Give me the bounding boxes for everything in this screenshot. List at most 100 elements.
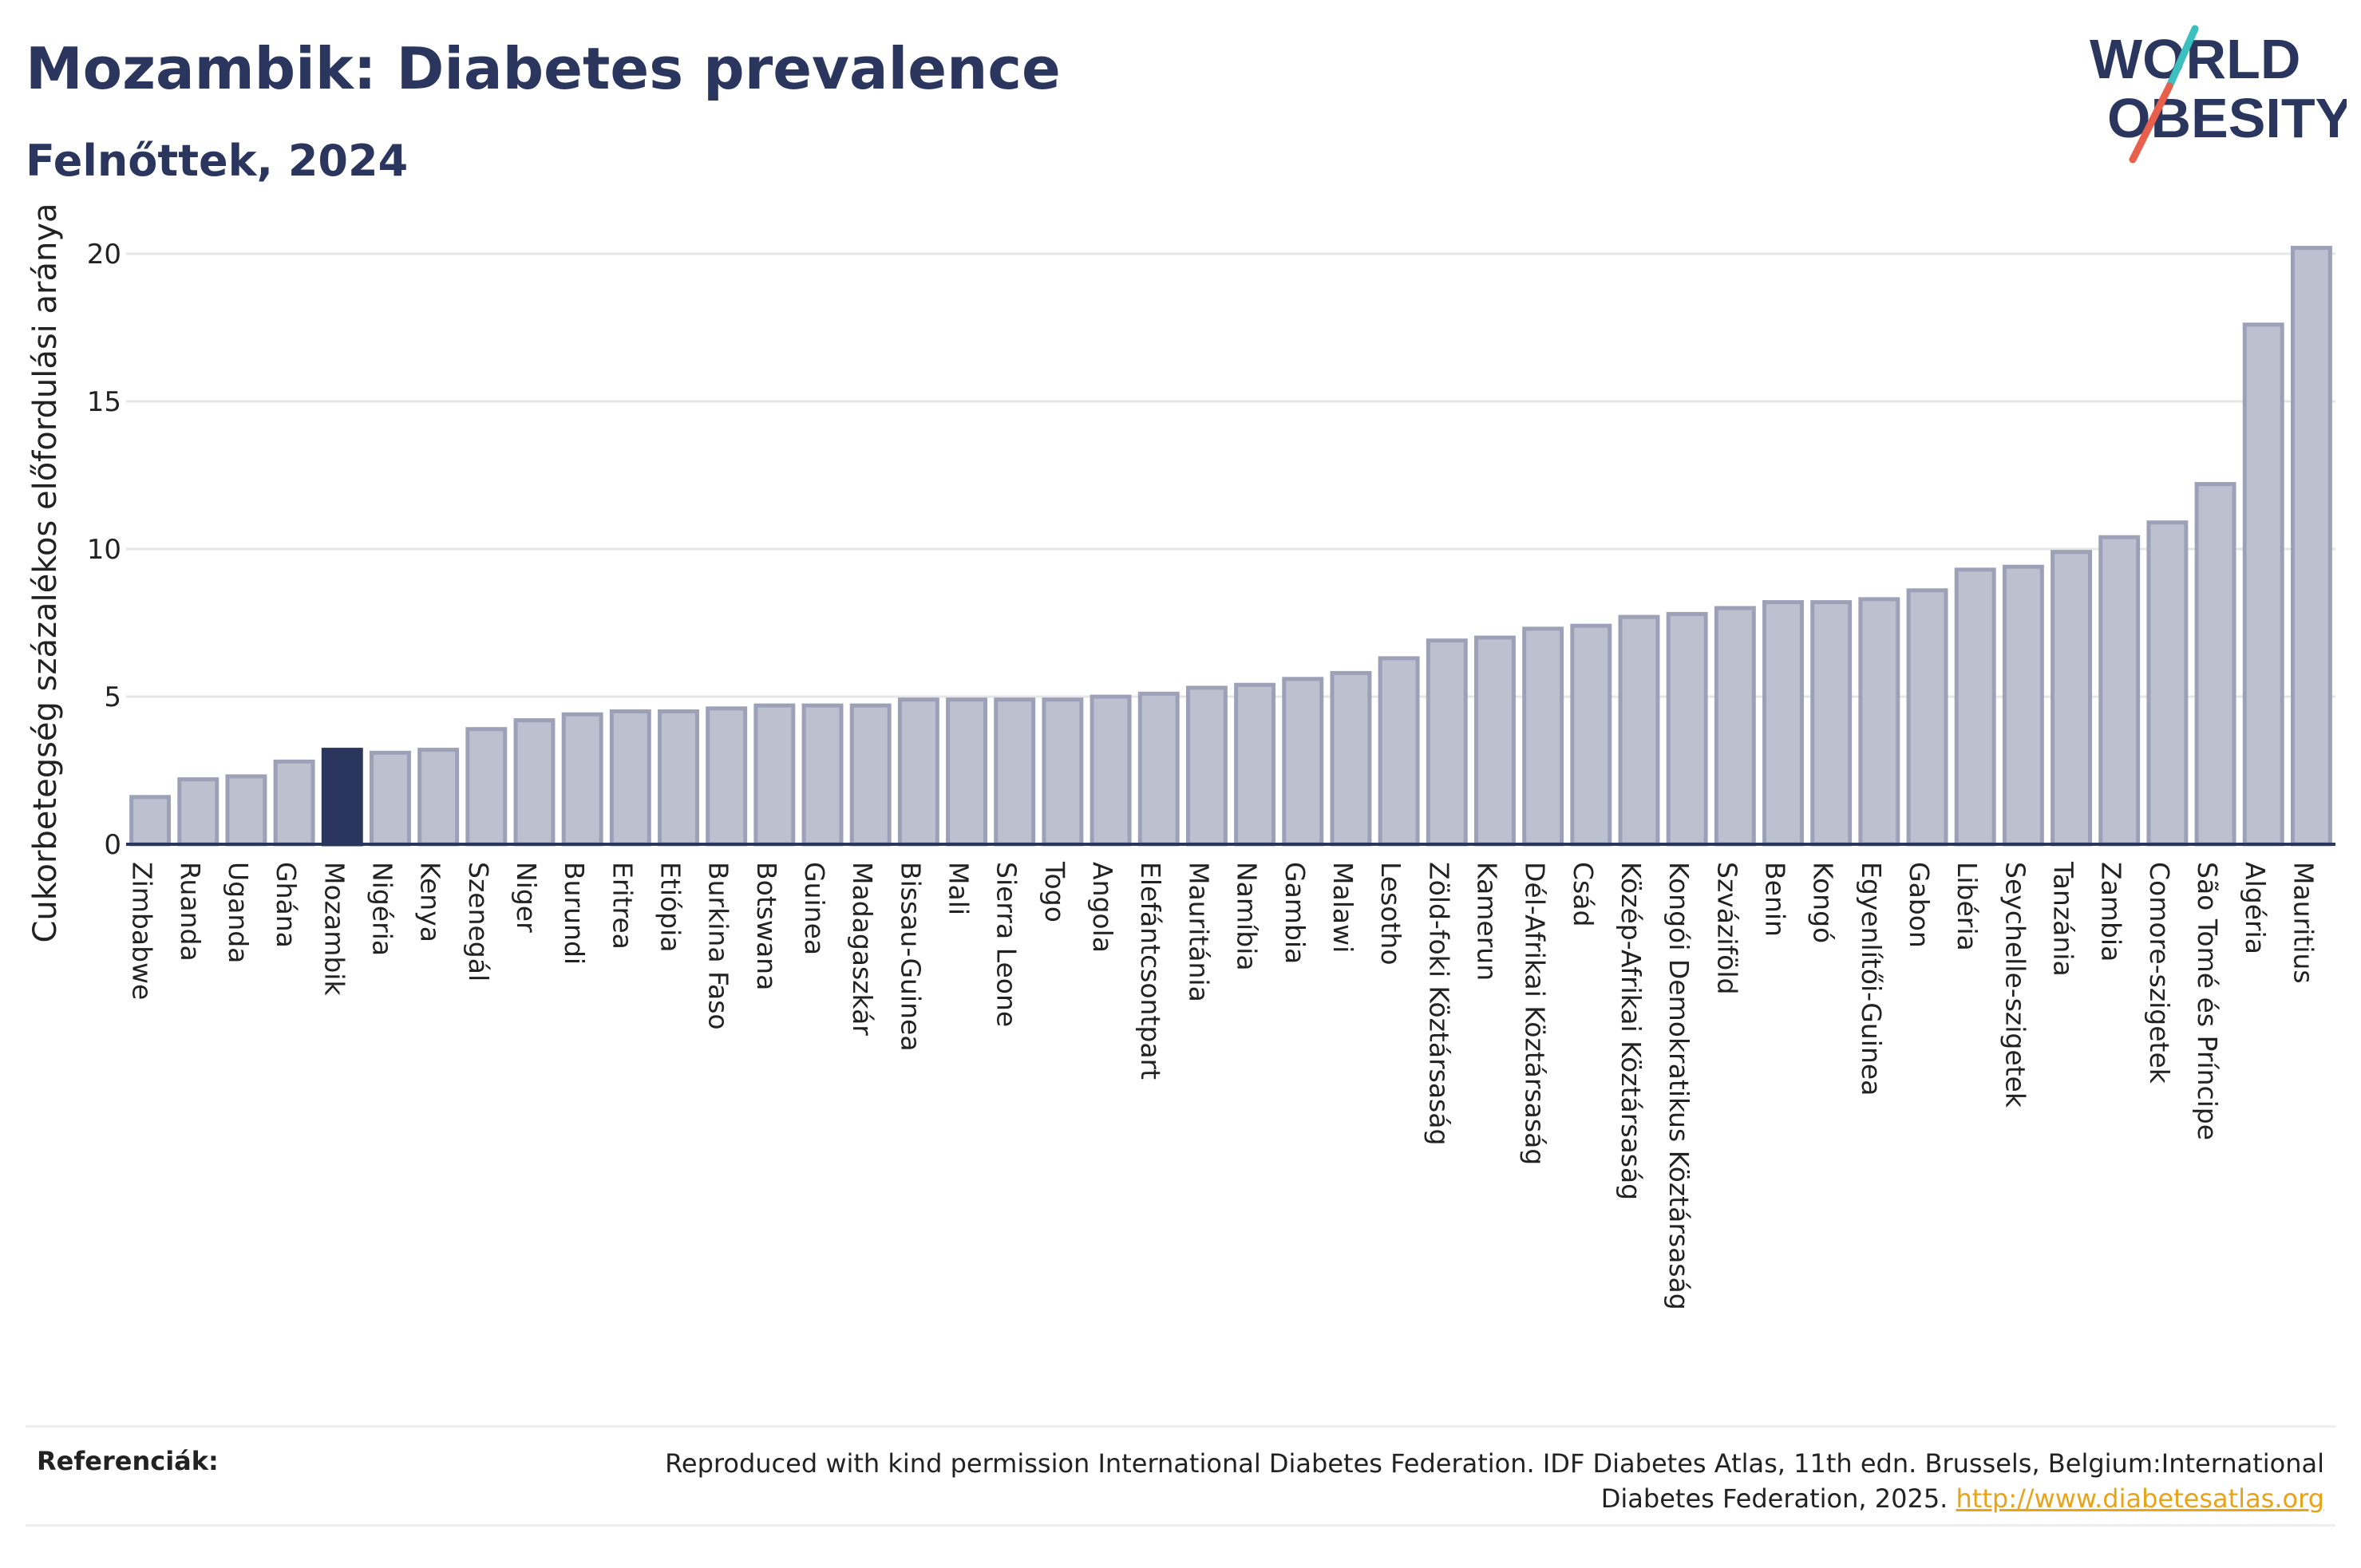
bar xyxy=(561,712,603,847)
x-tick-label: Elefántcsontpart xyxy=(1135,862,1166,1080)
y-tick-label: 20 xyxy=(87,239,121,271)
bar-chart: 0 5 10 15 20 Zimbabwe Ruanda Uganda Ghána Mozamb… xyxy=(27,203,2335,1310)
x-tick-label: Kamerun xyxy=(1471,862,1502,981)
x-tick-label: Szváziföld xyxy=(1711,862,1742,994)
bar xyxy=(1618,614,1660,847)
bar xyxy=(1137,691,1180,847)
x-tick-label: Kongó xyxy=(1808,862,1839,943)
bar xyxy=(273,759,315,847)
footer-divider-bottom xyxy=(26,1524,2335,1527)
x-tick-label: Közép-Afrikai Köztársaság xyxy=(1616,862,1647,1200)
bar xyxy=(1666,611,1708,847)
x-tick-label: Madagaszkár xyxy=(847,862,878,1036)
y-tick-label: 10 xyxy=(87,534,121,566)
x-tick-label: Mali xyxy=(943,862,975,915)
bar xyxy=(1570,623,1612,847)
logo-word-world: WORLD xyxy=(2090,28,2300,90)
chart-subtitle: Felnőttek, 2024 xyxy=(26,136,409,186)
references-text: Reproduced with kind permission Internat… xyxy=(568,1446,2324,1516)
bar xyxy=(1234,682,1276,847)
bar xyxy=(1473,635,1516,847)
x-tick-label: Zöld-foki Köztársaság xyxy=(1423,862,1454,1145)
x-tick-label: Seychelle-szigetek xyxy=(1999,862,2031,1108)
x-tick-label: Botswana xyxy=(751,862,782,990)
x-tick-label: Kongói Demokratikus Köztársaság xyxy=(1663,862,1695,1310)
bar xyxy=(1762,600,1804,847)
bar xyxy=(1378,656,1420,847)
x-tick-label: Ruanda xyxy=(175,862,206,962)
x-tick-label: Zambia xyxy=(2096,862,2127,962)
bar xyxy=(1714,606,1756,847)
x-tick-label: Libéria xyxy=(1952,862,1983,951)
bar xyxy=(1090,694,1132,847)
x-tick-label: São Tomé és Príncipe xyxy=(2192,862,2223,1140)
bar xyxy=(994,697,1036,847)
x-tick-label: Tanzánia xyxy=(2048,861,2079,977)
y-tick-label: 0 xyxy=(104,829,121,861)
bar xyxy=(1906,588,1948,847)
bar xyxy=(753,703,796,847)
references-link[interactable]: http://www.diabetesatlas.org xyxy=(1956,1483,2324,1514)
bar xyxy=(1522,626,1564,847)
x-tick-label: Kenya xyxy=(415,862,446,942)
y-tick-label: 5 xyxy=(104,681,121,713)
bar xyxy=(849,703,892,847)
bar xyxy=(177,777,219,847)
x-tick-label: Malawi xyxy=(1327,862,1358,953)
x-tick-label: Comore-szigetek xyxy=(2144,862,2175,1084)
x-tick-label: Togo xyxy=(1039,861,1070,922)
bar xyxy=(513,718,556,847)
x-axis-labels: Zimbabwe Ruanda Uganda Ghána Mozambik Nigéria… xyxy=(127,861,2319,1310)
x-tick-label: Mauritius xyxy=(2288,862,2319,984)
x-tick-label: Csád xyxy=(1568,862,1599,926)
x-tick-label: Guinea xyxy=(799,862,830,955)
bar xyxy=(1858,597,1900,847)
bar xyxy=(369,750,411,847)
chart-title: Mozambik: Diabetes prevalence xyxy=(26,35,1061,102)
bar xyxy=(609,709,651,847)
footer-divider-top xyxy=(26,1425,2335,1428)
y-axis-ticks: 0 5 10 15 20 xyxy=(87,239,121,861)
bar xyxy=(1282,677,1324,847)
x-tick-label: Lesotho xyxy=(1375,862,1406,966)
x-tick-label: Egyenlítői-Guinea xyxy=(1856,862,1887,1096)
bar xyxy=(946,697,988,847)
x-tick-label: Benin xyxy=(1760,862,1791,937)
x-tick-label: Algéria xyxy=(2240,862,2271,954)
bar xyxy=(1042,697,1084,847)
bar xyxy=(225,774,267,847)
x-tick-label: Etiópia xyxy=(655,862,686,953)
bar xyxy=(2146,520,2189,847)
logo-slash-teal xyxy=(2165,25,2199,90)
references-label: Referenciák: xyxy=(37,1446,219,1476)
bars xyxy=(129,246,2332,847)
x-tick-label: Angola xyxy=(1087,862,1118,953)
bar-highlighted xyxy=(321,748,363,847)
bar xyxy=(706,706,748,847)
bar xyxy=(801,703,844,847)
bar xyxy=(129,795,172,847)
bar xyxy=(465,727,508,847)
x-tick-label: Uganda xyxy=(223,862,254,963)
bar xyxy=(2051,550,2093,847)
bar xyxy=(2002,564,2044,847)
bar xyxy=(1426,638,1468,847)
bar xyxy=(417,748,460,847)
x-tick-label: Nigéria xyxy=(366,862,397,956)
bar xyxy=(897,697,939,847)
bar xyxy=(1185,685,1228,847)
x-tick-label: Zimbabwe xyxy=(127,862,158,1000)
x-tick-label: Mauritánia xyxy=(1183,862,1214,1002)
bar xyxy=(658,709,699,847)
bar xyxy=(1330,670,1372,847)
bar xyxy=(2290,246,2332,847)
bar xyxy=(2098,535,2141,847)
x-tick-label: Mozambik xyxy=(318,862,350,996)
x-tick-label: Ghána xyxy=(271,862,302,948)
y-axis-label: Cukorbetegség százalékos előfordulási ar… xyxy=(27,203,64,942)
x-tick-label: Gabon xyxy=(1904,862,1935,948)
x-tick-label: Szenegál xyxy=(463,862,494,981)
bar xyxy=(1954,567,1996,847)
x-tick-label: Burundi xyxy=(559,862,590,965)
x-tick-label: Niger xyxy=(511,862,542,933)
